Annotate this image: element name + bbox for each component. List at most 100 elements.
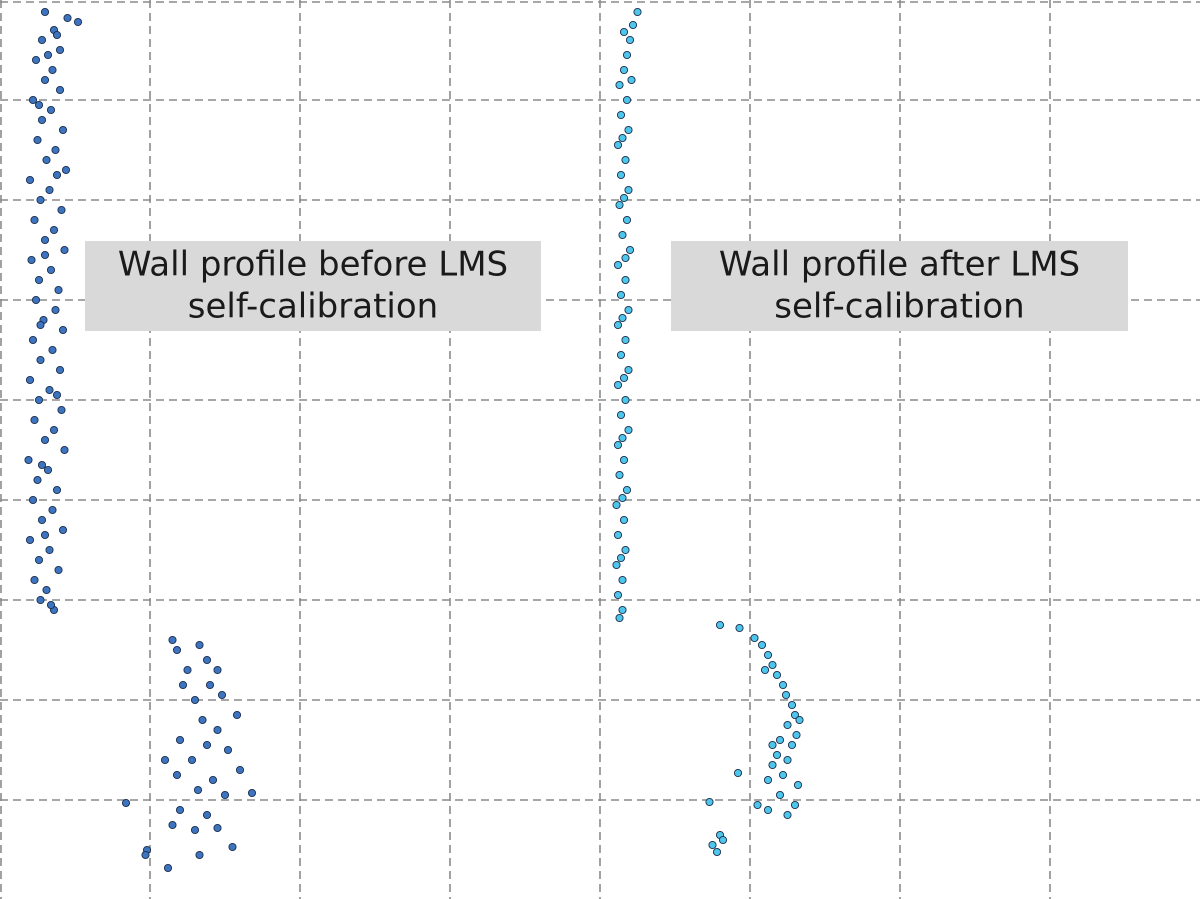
point (42, 585, 51, 595)
point (28, 335, 38, 345)
point (616, 410, 626, 420)
point (172, 645, 182, 655)
point (616, 170, 626, 180)
point (795, 715, 804, 725)
point (792, 730, 801, 740)
point (213, 823, 222, 833)
point (193, 785, 203, 795)
point (27, 255, 36, 265)
point (61, 165, 71, 175)
point (616, 350, 626, 360)
point (46, 265, 56, 275)
point (633, 7, 642, 17)
point (247, 788, 257, 798)
point (778, 680, 788, 690)
point (621, 335, 630, 345)
point (618, 575, 627, 585)
point (40, 435, 50, 445)
point (775, 790, 785, 800)
point (235, 765, 245, 775)
point (202, 740, 212, 750)
point (220, 790, 230, 800)
point (202, 810, 212, 820)
point (195, 640, 204, 650)
annotation-box (85, 241, 541, 331)
point (208, 775, 218, 785)
point (33, 475, 42, 485)
point (625, 245, 635, 255)
point (31, 295, 41, 305)
point (760, 665, 770, 675)
point (52, 485, 62, 495)
point (621, 395, 630, 405)
point (712, 847, 722, 857)
point (168, 635, 177, 645)
point (57, 205, 66, 215)
point (34, 100, 44, 110)
point (768, 760, 777, 770)
point (175, 735, 185, 745)
point (616, 290, 626, 300)
point (28, 495, 38, 505)
point (51, 145, 60, 155)
point (163, 863, 173, 873)
point (45, 385, 54, 395)
point (619, 515, 629, 525)
point (48, 65, 57, 75)
point (37, 460, 47, 470)
point (625, 35, 635, 45)
point (58, 325, 68, 335)
point (40, 7, 50, 17)
point (618, 230, 627, 240)
point (778, 770, 788, 780)
point (718, 835, 728, 845)
point (783, 720, 792, 730)
point (613, 530, 623, 540)
point (37, 35, 47, 45)
point (613, 320, 623, 330)
point (618, 313, 627, 323)
point (618, 433, 627, 443)
point (735, 623, 744, 633)
point (54, 565, 63, 575)
point (205, 680, 215, 690)
point (621, 545, 630, 555)
point (213, 725, 222, 735)
point (624, 125, 633, 135)
point (708, 840, 717, 850)
point (48, 505, 57, 515)
point (613, 440, 623, 450)
point (612, 500, 621, 510)
point (616, 110, 626, 120)
point (763, 775, 773, 785)
point (624, 185, 633, 195)
point (34, 275, 44, 285)
point (24, 455, 33, 465)
point (621, 275, 630, 285)
point (25, 375, 35, 385)
point (757, 640, 767, 650)
point (48, 345, 57, 355)
point (619, 373, 629, 383)
point (790, 800, 800, 810)
point (175, 805, 185, 815)
point (40, 235, 50, 245)
point (73, 17, 83, 27)
point (618, 605, 627, 615)
point (45, 185, 54, 195)
point (60, 445, 69, 455)
point (52, 390, 62, 400)
point (750, 633, 759, 643)
point (733, 768, 743, 778)
point (763, 650, 773, 660)
point (49, 225, 59, 235)
point (619, 193, 629, 203)
point (223, 745, 233, 755)
point (55, 45, 65, 55)
point (217, 690, 227, 700)
point (787, 700, 797, 710)
point (58, 125, 68, 135)
point-series (612, 7, 804, 857)
